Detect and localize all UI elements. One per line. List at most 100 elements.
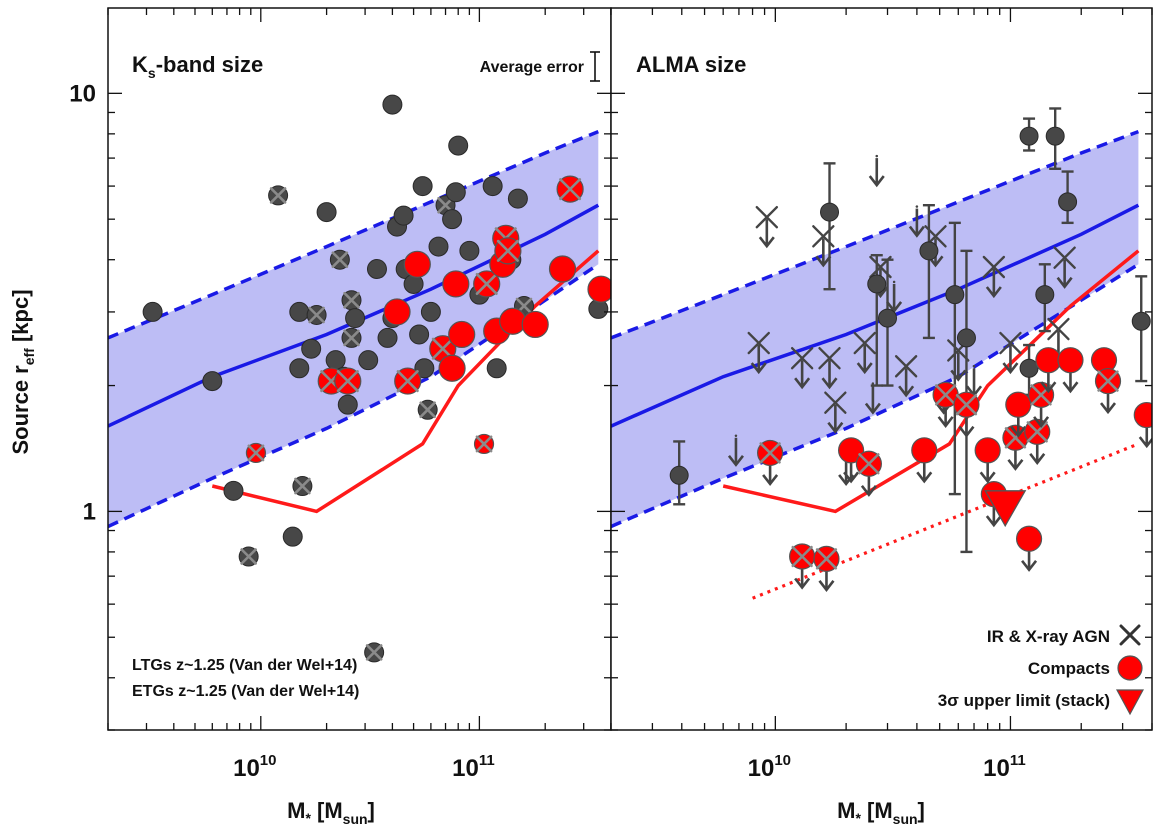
galaxy-point <box>442 209 463 230</box>
galaxy-point <box>409 324 430 345</box>
agn-cross-marker <box>437 196 454 214</box>
upper-limit-arrowhead <box>979 471 996 484</box>
upper-limit-arrowhead <box>815 255 832 268</box>
agn-cross-marker <box>1053 246 1076 269</box>
ltg-median-line <box>611 203 1140 428</box>
agn-cross-marker <box>343 329 360 347</box>
galaxy-point <box>142 301 163 322</box>
galaxy-point <box>956 328 976 348</box>
galaxy-point <box>202 371 223 392</box>
ltg-scatter-band <box>611 131 1139 527</box>
galaxy-point <box>223 480 244 501</box>
upper-limit-arrowhead <box>864 402 881 415</box>
agn-cross-marker <box>365 644 383 661</box>
ticks-layer: 1010 1011 <box>610 8 1153 782</box>
compact-galaxy-point <box>438 354 466 382</box>
legend-stack-limit: 3σ upper limit (stack) <box>938 691 1110 710</box>
x-axis-label: M* [Msun] <box>287 798 375 827</box>
galaxy-point <box>420 301 441 322</box>
agn-cross-marker <box>1026 421 1048 443</box>
agn-cross-marker <box>1097 370 1119 392</box>
x-axis-label: M* [Msun] <box>837 798 925 827</box>
galaxy-point <box>1035 285 1055 305</box>
galaxy-point <box>282 526 303 547</box>
compact-galaxy-point <box>1057 347 1084 374</box>
y-tick-label: 10 <box>69 80 96 107</box>
upper-limit-arrowhead <box>985 515 1002 528</box>
galaxy-point <box>445 182 466 203</box>
upper-limit-arrowhead <box>908 225 925 238</box>
y-tick-label: 1 <box>83 498 96 525</box>
upper-limit-arrowhead <box>886 301 903 314</box>
agn-cross-marker <box>791 545 813 568</box>
upper-limit-arrowhead <box>758 236 775 249</box>
galaxy-point <box>289 358 310 379</box>
upper-limit-arrowhead <box>937 416 954 428</box>
compact-galaxy-point <box>837 437 865 464</box>
agn-cross-marker <box>431 337 454 360</box>
agn-cross-marker <box>853 331 876 355</box>
galaxy-point <box>919 241 939 261</box>
galaxy-point <box>507 188 528 209</box>
galaxy-point <box>366 259 387 280</box>
agn-cross-marker <box>247 444 265 462</box>
agn-cross-marker <box>269 187 287 204</box>
agn-cross-marker <box>1047 317 1070 341</box>
compact-galaxy-point <box>383 298 411 326</box>
upper-limit-arrowhead <box>1021 559 1038 572</box>
ltg-band-layer <box>611 131 1139 527</box>
agn-cross-marker <box>858 453 880 475</box>
galaxy-point <box>486 358 507 379</box>
compact-galaxy-point <box>911 437 938 464</box>
relation-lines-layer <box>108 129 600 529</box>
galaxy-point <box>1131 311 1151 331</box>
agn-cross-marker <box>818 346 841 370</box>
etg-median-line <box>211 249 600 514</box>
panel-alma: 1010 1011 ALMA size IR & X-ray AGN Compac… <box>610 7 1153 827</box>
compact-galaxy-point <box>499 307 527 335</box>
panel-ks-band: 1010 1011 10 1 Ks-band size Average error L… <box>8 7 612 827</box>
ltg-median-line <box>108 203 600 428</box>
agn-cross-marker <box>999 331 1022 355</box>
compact-galaxy-point <box>448 320 476 349</box>
upper-limit-arrowhead <box>958 425 975 438</box>
x-tick-label: 1010 <box>233 752 276 782</box>
upper-limit-arrowhead <box>1007 458 1024 471</box>
compact-galaxy-point <box>403 250 431 278</box>
panel-title: ALMA size <box>636 52 746 77</box>
ticks-layer: 1010 1011 10 1 <box>69 8 612 782</box>
upper-limit-arrowhead <box>1062 381 1079 394</box>
upper-limit-arrowhead <box>1099 402 1117 415</box>
average-error-bar <box>590 51 600 82</box>
galaxy-point <box>1019 126 1039 146</box>
average-error-label: Average error <box>480 59 584 76</box>
upper-limit-arrowhead <box>1002 362 1019 375</box>
agn-cross-marker <box>747 331 770 355</box>
galaxy-point <box>358 350 379 371</box>
compact-galaxy-point <box>1035 347 1062 374</box>
legend-compacts-marker <box>1117 655 1143 681</box>
agn-cross-marker <box>496 239 519 262</box>
agn-cross-marker <box>419 401 436 419</box>
upper-limit-arrowhead <box>821 377 838 390</box>
galaxy-point <box>428 236 449 257</box>
agn-cross-marker <box>894 355 918 378</box>
galaxy-point <box>945 285 965 305</box>
upper-limit-arrowhead <box>762 474 779 487</box>
compact-galaxy-point <box>1133 401 1152 429</box>
stack-upper-limit-triangle <box>984 490 1027 528</box>
compact-galaxy-point <box>548 255 577 283</box>
galaxy-point <box>301 338 322 359</box>
x-tick-label: 1011 <box>452 752 495 782</box>
compact-galaxy-point <box>1015 525 1043 552</box>
galaxy-point <box>412 176 433 197</box>
agn-cross-marker <box>331 251 349 269</box>
compact-galaxy-point <box>1005 391 1032 418</box>
galaxy-point <box>377 327 398 348</box>
ltg-lower-line <box>611 262 1140 529</box>
upper-limit-arrowhead <box>1010 425 1027 438</box>
legend-stack-limit-marker <box>1115 689 1145 716</box>
galaxy-point <box>459 240 480 261</box>
upper-limit-arrowhead <box>1040 381 1057 394</box>
